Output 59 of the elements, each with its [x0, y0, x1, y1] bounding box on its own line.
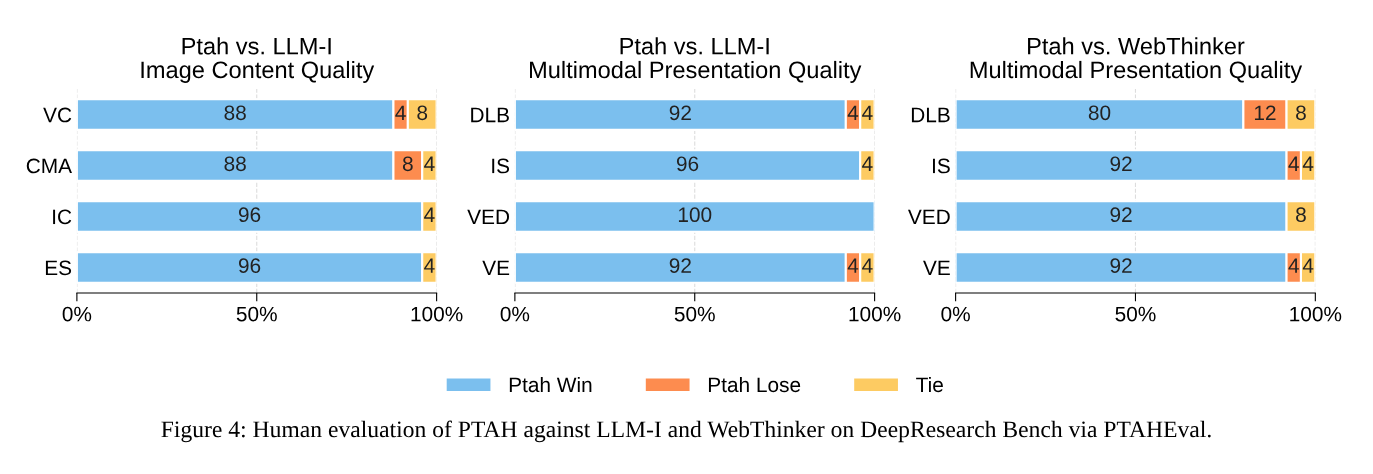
data-label: 4 [862, 105, 873, 120]
bar [514, 200, 875, 233]
data-label: 8 [1296, 207, 1306, 223]
data-label: 4 [862, 258, 873, 273]
data-label: 8 [402, 156, 413, 172]
data-label: 8 [1296, 105, 1306, 121]
data-label: 4 [1302, 156, 1314, 171]
y-tick-label: DLB [911, 107, 950, 123]
y-tick-label: IS [932, 158, 950, 174]
x-tick-label: 0% [941, 306, 970, 322]
data-label: 12 [1254, 105, 1276, 120]
data-label: 92 [1110, 207, 1132, 223]
x-tick-label: 50% [674, 306, 715, 322]
data-label: 92 [669, 258, 691, 274]
data-label: 4 [1302, 258, 1314, 273]
x-tick-label: 100% [1290, 306, 1342, 322]
data-label: 8 [417, 105, 428, 121]
y-tick-label: VE [482, 260, 510, 275]
x-tick-label: 0% [500, 306, 530, 322]
data-label: 96 [238, 258, 261, 274]
data-label: 96 [676, 156, 699, 172]
data-label: 4 [1288, 156, 1299, 171]
data-label: 96 [238, 207, 261, 223]
y-tick-label: DLB [471, 107, 509, 123]
caption: Figure 4: Human evaluation of PTAH against LLM-I and WebThinker on DeepResearch Bench via PTAHEval. [161, 420, 1211, 443]
legend-label: Ptah Lose [708, 376, 801, 393]
data-label: 100 [678, 207, 712, 223]
y-tick-label: CMA [26, 158, 72, 174]
data-label: 4 [395, 105, 406, 120]
chart-title: Ptah vs. WebThinker Multimodal Presentation Quality [970, 37, 1303, 83]
data-label: 88 [224, 105, 246, 121]
chart-title: Ptah vs. LLM-I Image Content Quality [141, 37, 375, 83]
data-label: 92 [1110, 258, 1132, 274]
y-tick-label: VED [908, 209, 950, 225]
data-label: 4 [847, 258, 859, 273]
data-label: 4 [847, 105, 859, 120]
x-tick-label: 100% [849, 306, 901, 322]
legend-label: Ptah Win [509, 376, 592, 393]
data-label: 92 [669, 105, 691, 121]
x-tick-label: 50% [236, 306, 277, 322]
data-label: 4 [1288, 258, 1299, 273]
y-tick-label: ES [45, 260, 72, 276]
data-label: 4 [862, 156, 873, 171]
x-tick-label: 50% [1115, 306, 1156, 322]
data-label: 92 [1110, 156, 1132, 172]
data-label: 80 [1088, 105, 1111, 121]
data-label: 4 [424, 258, 435, 273]
y-tick-label: IS [492, 158, 510, 174]
data-label: 88 [224, 156, 246, 172]
y-tick-label: IC [53, 209, 72, 225]
y-tick-label: VED [467, 209, 510, 225]
x-tick-label: 0% [62, 306, 92, 322]
y-tick-label: VC [43, 107, 72, 123]
data-label: 4 [424, 207, 435, 222]
data-label: 4 [424, 156, 435, 171]
chart-title: Ptah vs. LLM-I Multimodal Presentation Quality [530, 37, 862, 83]
y-tick-label: VE [923, 260, 950, 275]
legend-label: Tie [916, 376, 943, 393]
x-tick-label: 100% [411, 306, 463, 322]
